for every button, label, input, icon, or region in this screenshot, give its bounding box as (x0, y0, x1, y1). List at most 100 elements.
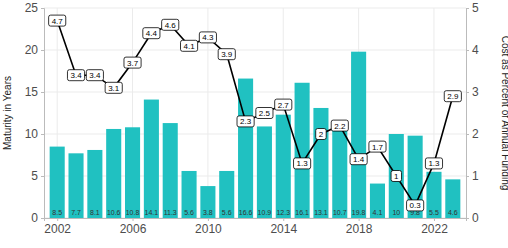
tick-label: 10 (25, 127, 39, 141)
tick-label: 15 (25, 85, 39, 99)
tick-mark (466, 218, 469, 219)
bar-label: 5.6 (222, 209, 232, 216)
bar (295, 83, 310, 218)
axis-line (41, 9, 45, 219)
point-label: 2.9 (444, 91, 461, 102)
bar (68, 153, 83, 218)
label-box (105, 82, 122, 93)
line-label: 4.6 (165, 21, 177, 30)
label-box (86, 70, 103, 81)
point-label: 1 (391, 171, 401, 182)
label-box (237, 116, 254, 127)
point-label: 3.9 (218, 49, 235, 60)
bar-label: 4.1 (373, 209, 383, 216)
label-box (391, 171, 401, 182)
label-box (143, 28, 160, 39)
bar-label: 10.8 (126, 209, 140, 216)
tick: 25 (25, 1, 44, 15)
bar (219, 171, 234, 218)
label-box (181, 40, 198, 51)
tick: 2022 (421, 218, 448, 236)
tick: 5 (31, 169, 44, 183)
tick: 2014 (270, 218, 297, 236)
point-label: 2.7 (275, 99, 292, 110)
bar-label: 10.9 (258, 209, 272, 216)
line-label: 2.9 (447, 92, 459, 101)
line-label: 4.7 (52, 17, 64, 26)
bar (257, 126, 272, 218)
bar (370, 184, 385, 218)
label-box (162, 19, 179, 30)
tick-mark (466, 8, 469, 9)
label-box (350, 154, 367, 165)
bar-label: 3.8 (203, 209, 213, 216)
line-label: 1.3 (428, 159, 440, 168)
bar (276, 115, 291, 218)
line-label: 4.4 (146, 29, 158, 38)
label-box (331, 120, 348, 131)
y-axis-title: Maturity in Years (2, 76, 13, 150)
label-box (369, 141, 386, 152)
bar-label: 16.6 (239, 209, 253, 216)
bar-label: 4.6 (448, 209, 458, 216)
tick-label: 4 (472, 43, 479, 57)
tick-label: 3 (472, 85, 479, 99)
tick: 20 (25, 43, 44, 57)
tick: 4 (466, 43, 479, 57)
tick: 2018 (346, 218, 373, 236)
tick-label: 20 (25, 43, 39, 57)
axis-line (45, 219, 467, 222)
chart: 8.57.78.110.610.814.111.35.63.85.616.610… (0, 0, 508, 248)
line-label: 3.4 (70, 71, 82, 80)
axis-line (467, 9, 470, 219)
label-box (256, 108, 273, 119)
tick: 0 (466, 211, 479, 225)
bar-label: 8.5 (52, 209, 62, 216)
line-label: 2 (319, 130, 324, 139)
bar (408, 136, 423, 218)
point-label: 1.4 (350, 154, 367, 165)
tick-mark (41, 134, 44, 135)
tick: 5 (466, 1, 479, 15)
line-label: 1.3 (297, 159, 309, 168)
line-label: 0.3 (410, 201, 422, 210)
y2-axis-title: Cost as Percent of Annual Funding (500, 36, 508, 191)
bar (125, 127, 140, 218)
tick-label: 0 (31, 211, 38, 225)
tick: 2010 (195, 218, 222, 236)
label-box (218, 49, 235, 60)
bar-label: 5.6 (184, 209, 194, 216)
tick-mark (466, 176, 469, 177)
point-label: 3.1 (105, 82, 122, 93)
bar-label: 14.1 (145, 209, 159, 216)
tick: 3 (466, 85, 479, 99)
bar (238, 79, 253, 218)
line (57, 21, 453, 206)
bar-label: 10.6 (107, 209, 121, 216)
line-label: 2.7 (278, 101, 290, 110)
tick-label: 5 (31, 169, 38, 183)
tick-label: 0 (472, 211, 479, 225)
bar (163, 123, 178, 218)
tick-mark (466, 50, 469, 51)
line-label: 2.5 (259, 109, 271, 118)
grid (44, 8, 466, 218)
bar (332, 128, 347, 218)
tick: 15 (25, 85, 44, 99)
tick-label: 2022 (421, 222, 448, 236)
tick-mark (41, 8, 44, 9)
tick-mark (466, 134, 469, 135)
tick-label: 2 (472, 127, 479, 141)
point-label: 2.2 (331, 120, 348, 131)
bar-label: 13.1 (314, 209, 328, 216)
point-label: 4.6 (162, 19, 179, 30)
label-box (425, 158, 442, 169)
tick: 2002 (44, 218, 71, 236)
bar-label: 19.8 (352, 209, 366, 216)
line-label: 4.3 (202, 33, 214, 42)
point-label: 4.4 (143, 28, 160, 39)
y2-axis: 012345 (466, 1, 479, 225)
tick-mark (41, 218, 44, 219)
bar (144, 100, 159, 218)
x-axis: 200220062010201420182022 (44, 218, 466, 236)
